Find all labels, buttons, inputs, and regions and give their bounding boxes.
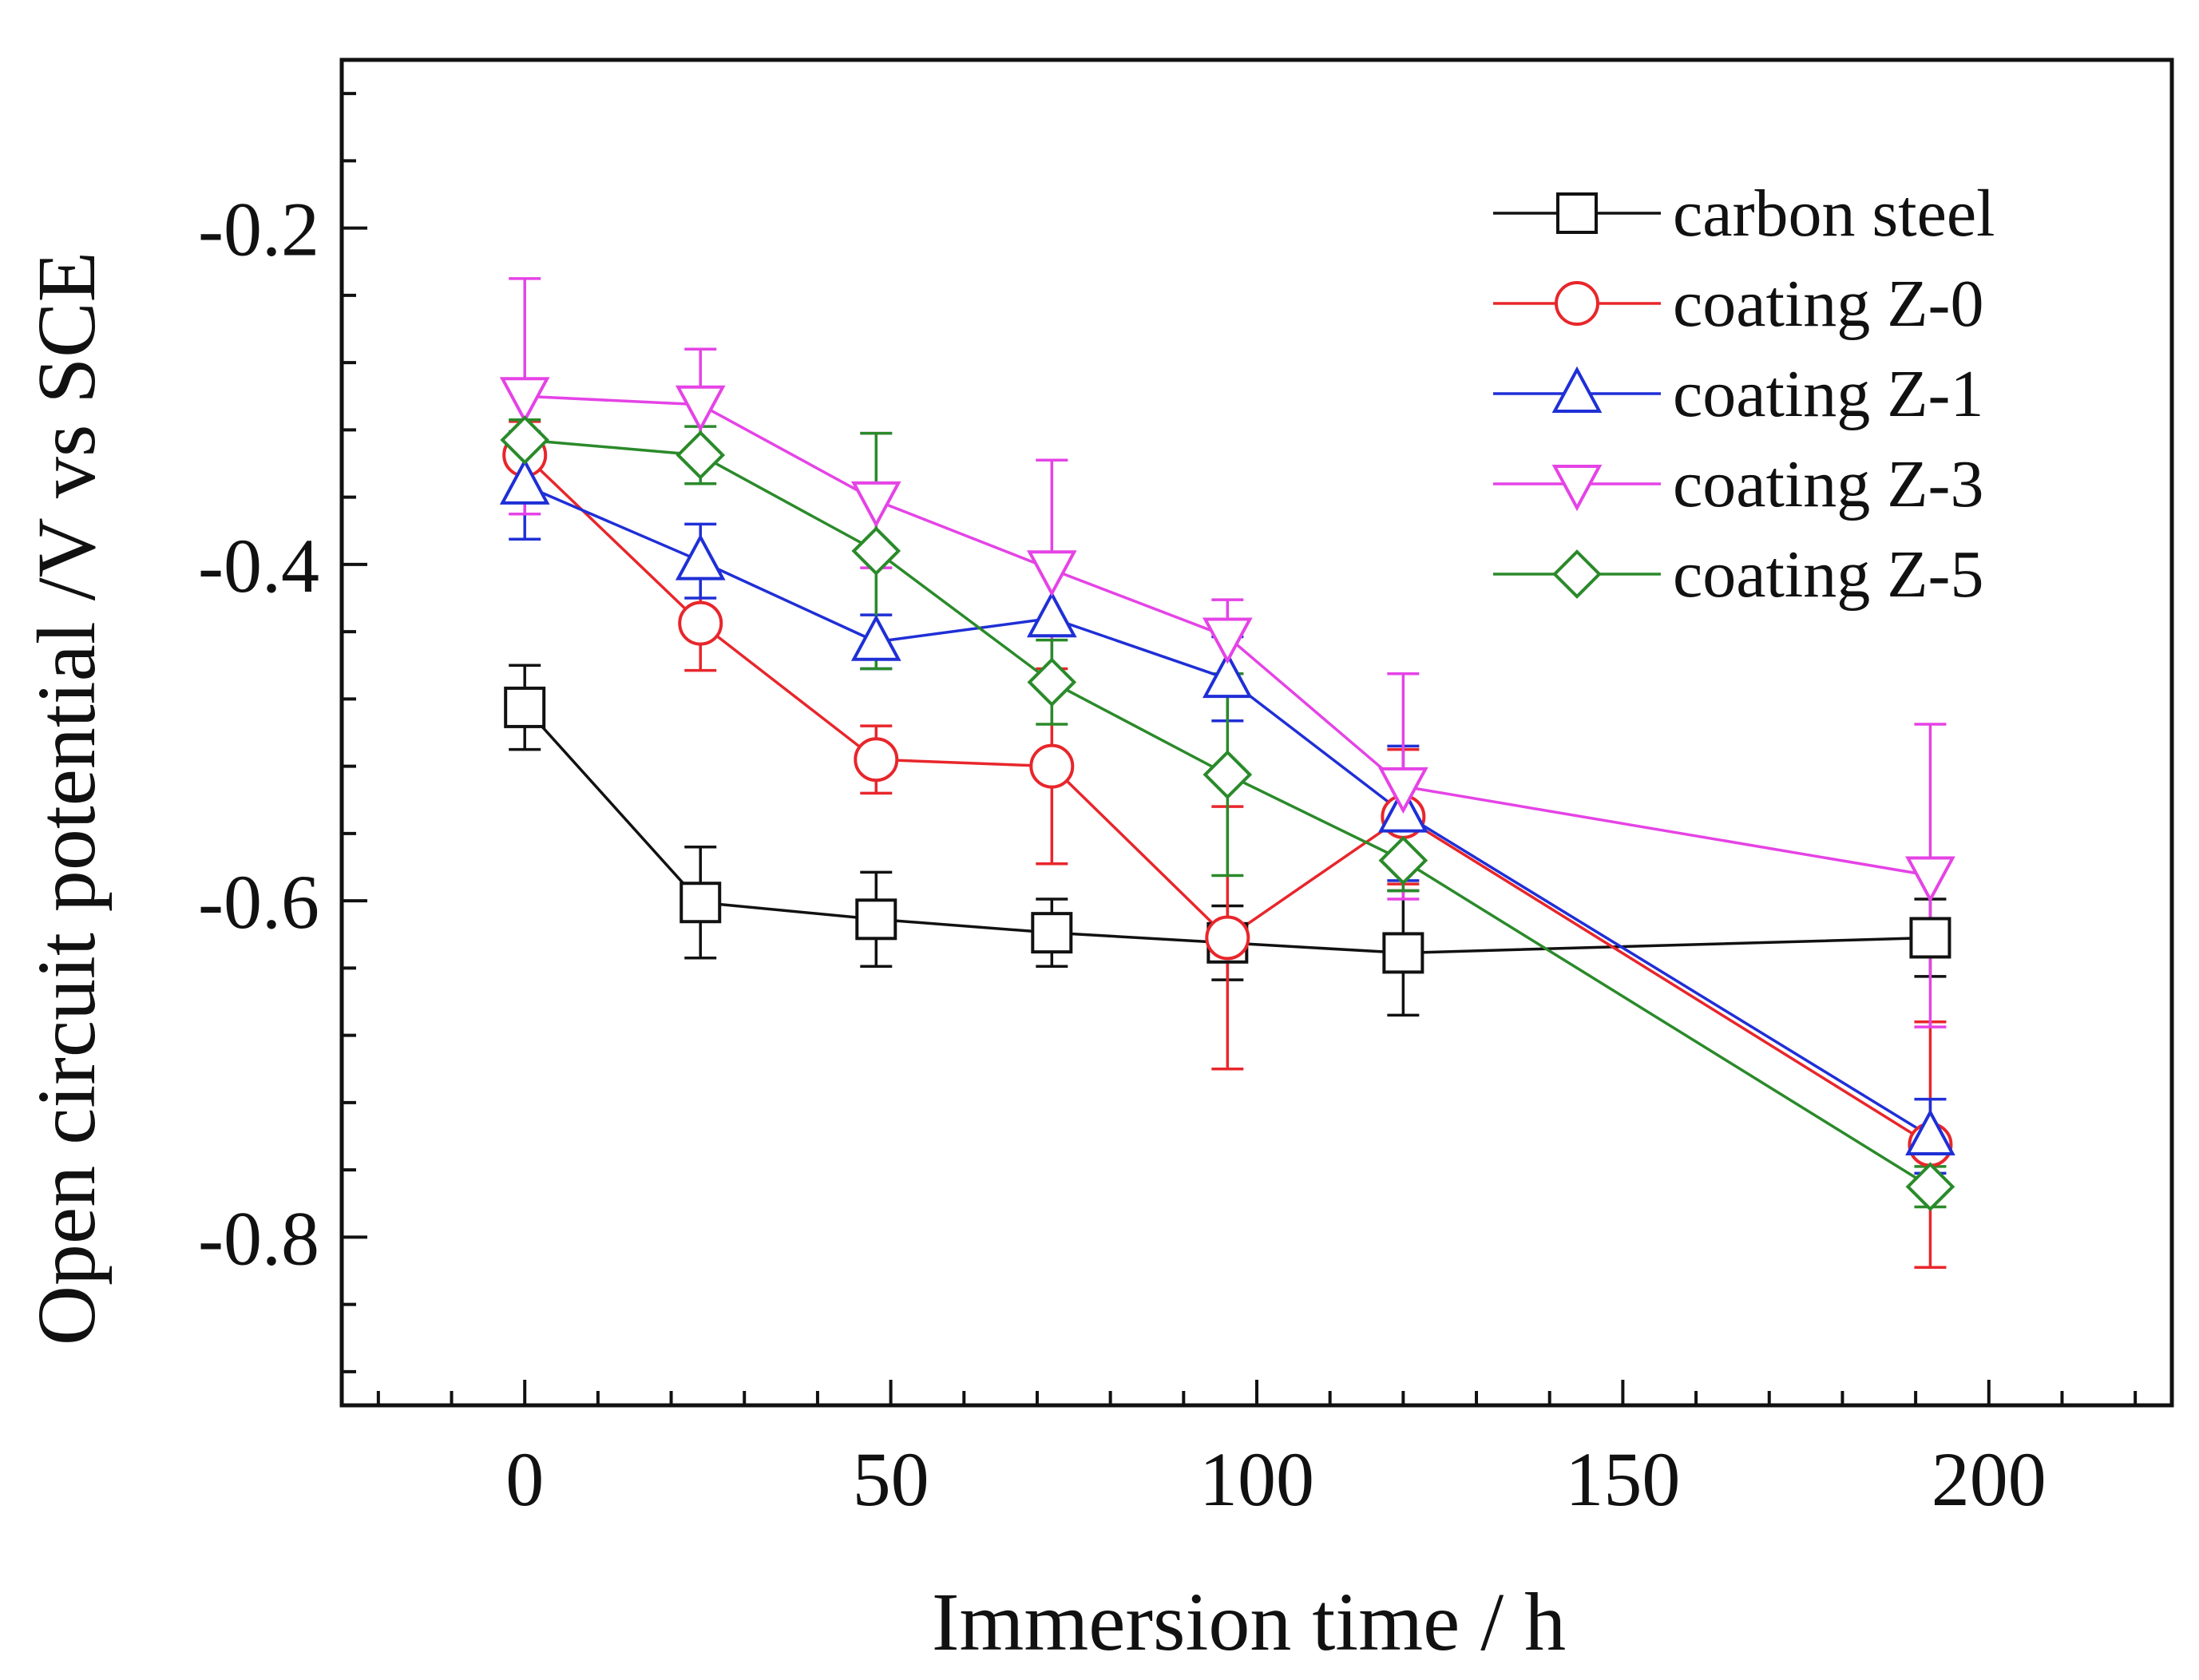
data-point-coating-z-3 xyxy=(675,385,726,432)
y-tick-label: -0.2 xyxy=(198,187,319,272)
data-point-coating-z-5 xyxy=(1905,1162,1955,1212)
data-point-coating-z-5 xyxy=(1203,750,1253,799)
data-point-coating-z-5 xyxy=(500,415,550,465)
data-point-carbon-steel xyxy=(1382,932,1424,974)
legend-marker-coating-z-5 xyxy=(1552,549,1602,599)
data-point-coating-z-0 xyxy=(1205,915,1250,961)
data-point-coating-z-5 xyxy=(1027,657,1077,707)
y-tick-label: -0.4 xyxy=(198,523,319,608)
legend-marker-coating-z-1 xyxy=(1551,366,1603,413)
data-point-coating-z-5 xyxy=(676,430,726,480)
data-point-coating-z-0 xyxy=(854,737,899,783)
legend-label-coating-z-5: coating Z-5 xyxy=(1673,537,1984,612)
data-point-carbon-steel xyxy=(1031,912,1073,954)
legend: carbon steel coating Z-0 coating Z-1 coatin… xyxy=(1493,176,1995,612)
data-point-coating-z-3 xyxy=(499,377,550,424)
data-point-coating-z-3 xyxy=(1202,617,1253,664)
legend-label-carbon-steel: carbon steel xyxy=(1673,176,1995,251)
x-tick-label: 200 xyxy=(1932,1436,2046,1522)
y-tick-label: -0.8 xyxy=(198,1195,319,1281)
markers-layer xyxy=(499,377,1955,1212)
legend-marker-coating-z-3 xyxy=(1551,465,1603,512)
x-axis-title: Immersion time / h xyxy=(932,1576,1566,1668)
data-point-coating-z-1 xyxy=(1905,1108,1955,1155)
data-point-coating-z-0 xyxy=(1029,743,1075,789)
data-point-coating-z-3 xyxy=(1378,767,1428,814)
data-point-coating-z-5 xyxy=(851,526,901,576)
legend-marker-coating-z-0 xyxy=(1555,281,1599,326)
y-tick-label: -0.6 xyxy=(198,859,319,945)
legend-label-coating-z-1: coating Z-1 xyxy=(1673,357,1984,431)
legend-label-coating-z-0: coating Z-0 xyxy=(1673,267,1984,341)
legend-label-coating-z-3: coating Z-3 xyxy=(1673,447,1984,521)
data-point-coating-z-1 xyxy=(499,458,550,505)
data-point-coating-z-3 xyxy=(1026,550,1077,597)
data-point-carbon-steel xyxy=(680,882,722,924)
data-point-coating-z-0 xyxy=(678,600,723,646)
data-point-coating-z-3 xyxy=(850,481,901,529)
x-tick-label: 100 xyxy=(1199,1436,1314,1522)
x-tick-label: 50 xyxy=(853,1436,929,1522)
data-point-carbon-steel xyxy=(504,686,546,728)
legend-marker-carbon-steel xyxy=(1556,192,1598,234)
data-point-carbon-steel xyxy=(855,898,897,941)
data-point-carbon-steel xyxy=(1909,917,1951,959)
data-point-coating-z-5 xyxy=(1378,835,1428,886)
data-point-coating-z-3 xyxy=(1905,856,1955,903)
data-point-coating-z-1 xyxy=(850,614,901,661)
data-point-coating-z-1 xyxy=(1202,651,1253,699)
data-point-coating-z-1 xyxy=(675,533,726,580)
data-point-coating-z-1 xyxy=(1026,591,1077,638)
axes-layer: 0 50 100 150 200 -0.8 -0.6 -0.4 -0.2 xyxy=(198,57,2174,1522)
x-tick-label: 150 xyxy=(1565,1436,1680,1522)
y-axis-title: Open circuit potential /V vs SCE xyxy=(21,252,113,1345)
x-tick-label: 0 xyxy=(505,1436,544,1522)
